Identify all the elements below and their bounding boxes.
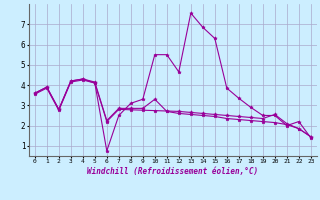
X-axis label: Windchill (Refroidissement éolien,°C): Windchill (Refroidissement éolien,°C) [87,167,258,176]
